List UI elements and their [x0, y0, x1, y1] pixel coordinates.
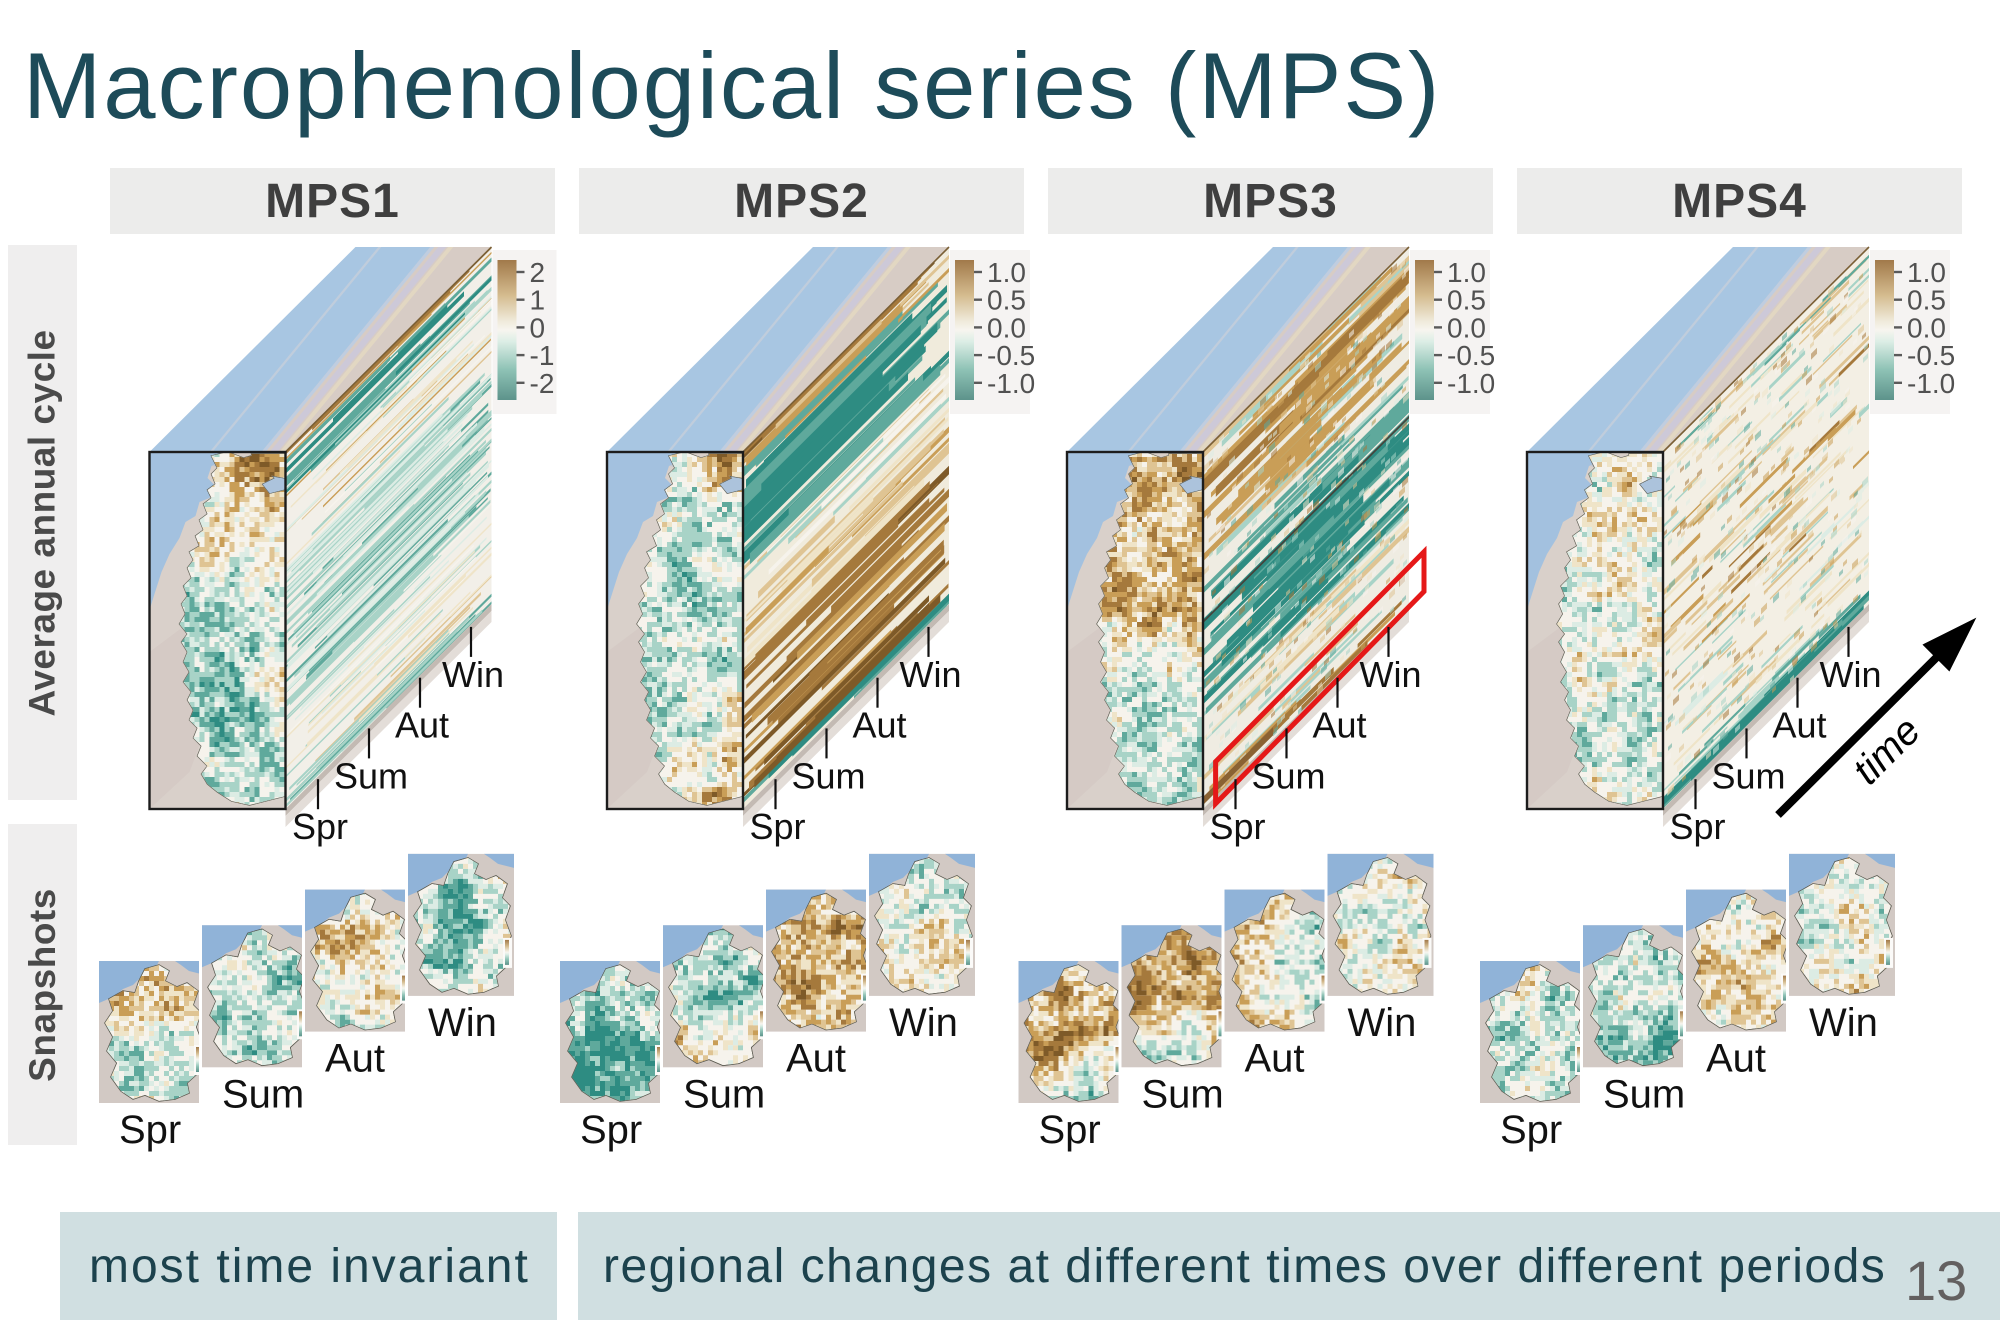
svg-text:0: 0	[530, 312, 546, 343]
svg-text:Aut: Aut	[852, 705, 906, 746]
svg-text:Aut: Aut	[395, 705, 449, 746]
svg-text:Sum: Sum	[334, 755, 408, 796]
svg-text:0.0: 0.0	[1907, 312, 1946, 343]
svg-text:Spr: Spr	[1669, 806, 1725, 847]
svg-text:2: 2	[530, 257, 546, 288]
svg-text:-0.5: -0.5	[987, 340, 1035, 371]
svg-text:Sum: Sum	[1711, 755, 1785, 796]
svg-text:Spr: Spr	[1209, 806, 1265, 847]
svg-text:-1.0: -1.0	[987, 368, 1035, 399]
svg-text:Aut: Aut	[1706, 1037, 1766, 1081]
svg-text:Win: Win	[1809, 1001, 1878, 1045]
svg-text:0.0: 0.0	[987, 312, 1026, 343]
svg-text:-0.5: -0.5	[1447, 340, 1495, 371]
svg-text:Spr: Spr	[749, 806, 805, 847]
svg-text:Sum: Sum	[1251, 755, 1325, 796]
svg-text:-2: -2	[530, 368, 555, 399]
svg-text:time: time	[1845, 709, 1930, 794]
svg-text:1.0: 1.0	[987, 257, 1026, 288]
svg-text:Spr: Spr	[292, 806, 348, 847]
svg-text:Win: Win	[442, 654, 504, 695]
svg-text:Spr: Spr	[119, 1108, 181, 1152]
svg-text:-0.5: -0.5	[1907, 340, 1955, 371]
svg-text:Spr: Spr	[1039, 1108, 1101, 1152]
svg-text:Spr: Spr	[1500, 1108, 1562, 1152]
svg-text:Sum: Sum	[1603, 1072, 1685, 1116]
svg-text:Sum: Sum	[683, 1072, 765, 1116]
svg-text:Sum: Sum	[1142, 1072, 1224, 1116]
svg-text:-1: -1	[530, 340, 555, 371]
svg-text:Win: Win	[1360, 654, 1422, 695]
svg-text:Win: Win	[900, 654, 962, 695]
svg-text:Win: Win	[889, 1001, 958, 1045]
svg-text:1.0: 1.0	[1907, 257, 1946, 288]
svg-text:0.5: 0.5	[1907, 285, 1946, 316]
svg-text:1.0: 1.0	[1447, 257, 1486, 288]
svg-text:Win: Win	[1820, 654, 1882, 695]
svg-text:Aut: Aut	[786, 1037, 846, 1081]
svg-text:Aut: Aut	[1772, 705, 1826, 746]
svg-text:1: 1	[530, 285, 546, 316]
svg-text:Sum: Sum	[791, 755, 865, 796]
svg-text:-1.0: -1.0	[1447, 368, 1495, 399]
svg-text:0.0: 0.0	[1447, 312, 1486, 343]
svg-text:Win: Win	[1348, 1001, 1417, 1045]
svg-text:Sum: Sum	[222, 1072, 304, 1116]
svg-text:Aut: Aut	[1245, 1037, 1305, 1081]
svg-text:Aut: Aut	[1312, 705, 1366, 746]
svg-text:Aut: Aut	[325, 1037, 385, 1081]
svg-text:0.5: 0.5	[987, 285, 1026, 316]
svg-text:0.5: 0.5	[1447, 285, 1486, 316]
svg-text:Win: Win	[428, 1001, 497, 1045]
svg-text:Spr: Spr	[580, 1108, 642, 1152]
svg-text:-1.0: -1.0	[1907, 368, 1955, 399]
